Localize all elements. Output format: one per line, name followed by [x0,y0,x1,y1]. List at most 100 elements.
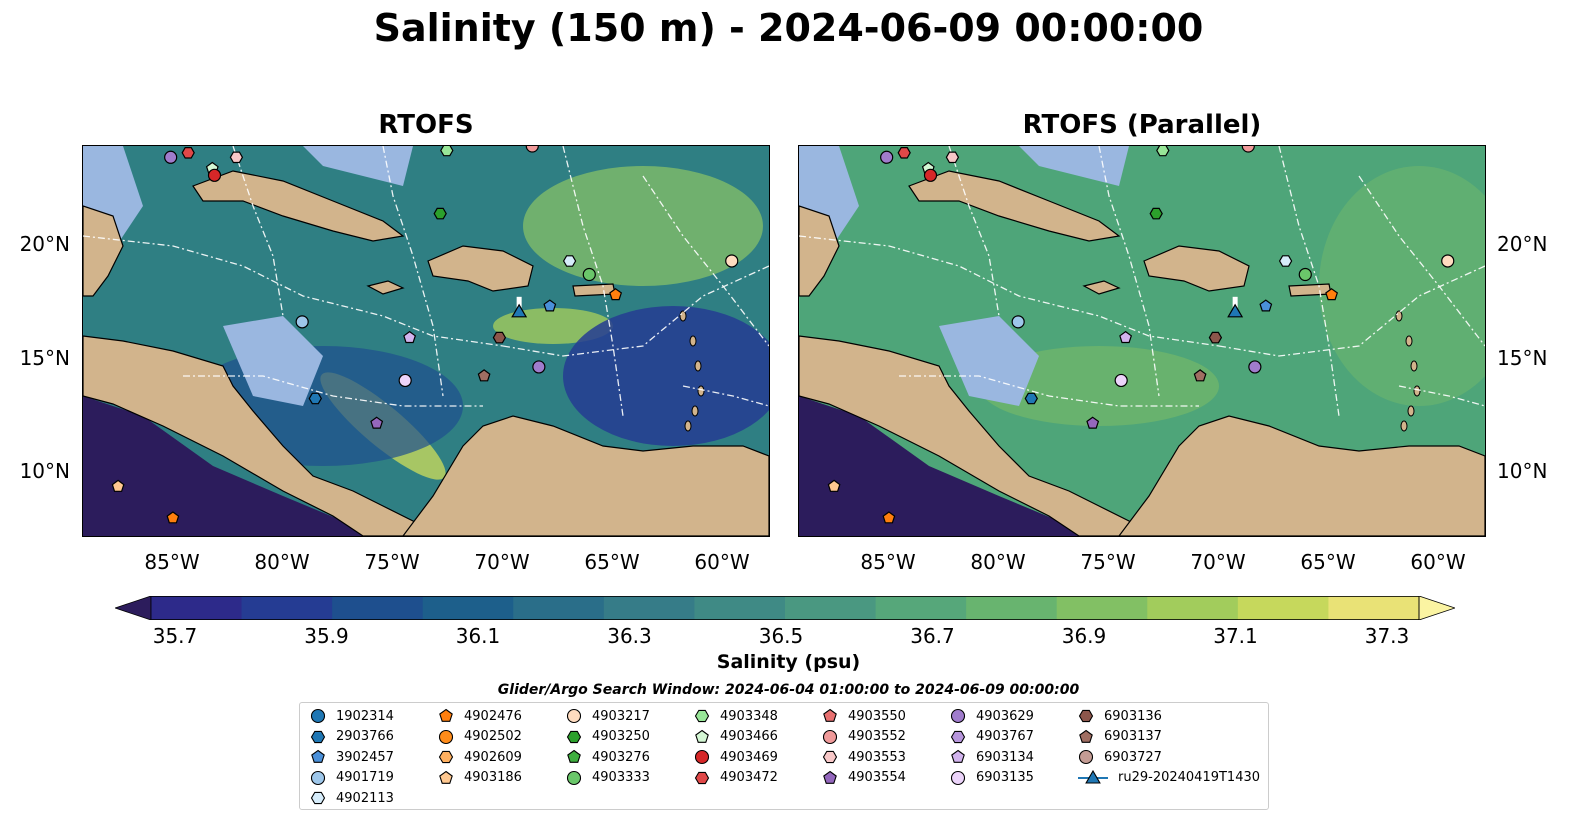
argo-float-marker[interactable] [1156,146,1170,157]
land-south-america [402,415,769,536]
argo-float-marker[interactable] [1259,299,1273,312]
legend-marker-icon [310,708,326,724]
legend-item-label: 6903134 [976,749,1034,765]
argo-float-marker[interactable] [1298,267,1312,282]
colorbar-segment [422,596,514,620]
legend-marker-icon [694,749,710,765]
argo-float-marker[interactable] [562,255,577,267]
legend-item-label: 4903217 [592,708,650,724]
legend-item-label: 4903186 [464,770,522,785]
argo-float-marker[interactable] [403,330,417,344]
land-central-america [83,335,434,536]
legend-marker-icon [566,770,582,785]
land-lesser-antilles [1405,335,1413,347]
lon-label-70w-right: 70°W [1190,550,1246,574]
legend-marker-icon [822,750,838,764]
panel-title-rtofs: RTOFS [378,110,474,140]
high-salinity-patch [523,166,763,286]
argo-float-marker[interactable] [923,168,938,182]
argo-float-marker[interactable] [1441,254,1455,268]
legend-item-label: 3902457 [336,749,394,765]
lon-label-85w-right: 85°W [860,550,916,574]
legend-item: 6903135 [950,768,1034,788]
argo-float-marker[interactable] [1248,360,1262,374]
argo-float-marker[interactable] [164,150,178,164]
argo-float-marker[interactable] [207,168,222,182]
argo-float-marker[interactable] [1114,373,1128,388]
argo-float-marker[interactable] [880,150,894,164]
argo-float-marker[interactable] [370,416,384,429]
glider-marker[interactable] [1227,303,1244,318]
argo-float-marker[interactable] [440,146,454,157]
argo-float-marker[interactable] [827,479,841,492]
argo-float-marker[interactable] [477,369,491,382]
argo-float-marker[interactable] [166,511,180,524]
land-south-america [1118,415,1485,536]
colorbar-svg [113,595,1457,621]
lat-label-10n: 10°N [19,459,70,483]
argo-float-marker[interactable] [945,151,960,164]
map-panel-rtofs-parallel[interactable] [798,145,1486,537]
argo-float-marker[interactable] [1278,255,1293,267]
colorbar-label: Salinity (psu) [716,651,861,673]
argo-float-marker[interactable] [1241,146,1255,153]
argo-float-marker[interactable] [308,392,322,405]
legend-item: 3902457 [310,747,394,767]
argo-float-marker[interactable] [882,511,896,524]
argo-float-marker[interactable] [532,360,546,374]
legend-item-label: ru29-20240419T1430 [1118,770,1261,785]
legend-marker-icon [694,771,710,784]
argo-float-marker[interactable] [525,146,539,153]
argo-float-marker[interactable] [582,267,596,282]
argo-float-marker[interactable] [398,373,412,388]
legend-marker-icon [1078,749,1094,765]
argo-float-marker[interactable] [1208,331,1223,344]
legend-item: 4903629 [950,706,1034,726]
argo-float-marker[interactable] [1086,416,1100,429]
legend-item-label: 4902609 [464,749,522,765]
legend-item: 4903276 [566,747,650,767]
argo-float-marker[interactable] [1011,315,1025,329]
legend-item: ru29-20240419T1430 [1078,768,1260,788]
argo-float-marker[interactable] [111,479,125,492]
high-salinity-patch [1319,166,1485,406]
argo-float-marker[interactable] [1149,207,1163,220]
low-salinity-patch [563,306,769,446]
colorbar-tick-label: 35.7 [152,624,198,648]
argo-float-marker[interactable] [543,299,557,312]
legend-item-label: 4902476 [464,708,522,724]
argo-float-marker[interactable] [1119,330,1133,344]
argo-float-marker[interactable] [1024,392,1038,405]
land-puerto-rico [1288,283,1332,297]
lon-label-65w: 65°W [584,550,640,574]
legend-marker-icon [310,730,326,743]
high-salinity-patch [979,346,1219,426]
legend-item-label: 4903466 [720,729,778,744]
colorbar-segment [875,596,967,620]
argo-float-marker[interactable] [609,288,623,301]
glider-marker[interactable] [511,303,528,318]
land-lesser-antilles [689,335,697,347]
land-central-america [799,335,1150,536]
land-jamaica [366,280,405,295]
argo-float-marker[interactable] [492,331,507,344]
legend-marker-icon [823,708,837,722]
map-panel-rtofs[interactable] [82,145,770,537]
legend-marker-icon [567,749,581,763]
shelf-nicaragua [939,316,1039,406]
legend-item: 4903550 [822,706,906,726]
argo-float-marker[interactable] [295,315,309,329]
legend-item-label: 1902314 [336,708,394,724]
legend-item: 1902314 [310,706,394,726]
legend-item-label: 4903554 [848,770,906,785]
argo-float-marker[interactable] [897,147,911,159]
argo-float-marker[interactable] [725,254,739,268]
argo-float-marker[interactable] [229,151,244,164]
argo-float-marker[interactable] [1193,369,1207,382]
legend-marker-icon [438,729,454,744]
argo-float-marker[interactable] [1325,288,1339,301]
argo-float-marker[interactable] [433,207,447,220]
argo-float-marker[interactable] [181,147,195,159]
legend-marker-icon [1078,769,1108,784]
legend-item: 4903250 [566,727,650,747]
